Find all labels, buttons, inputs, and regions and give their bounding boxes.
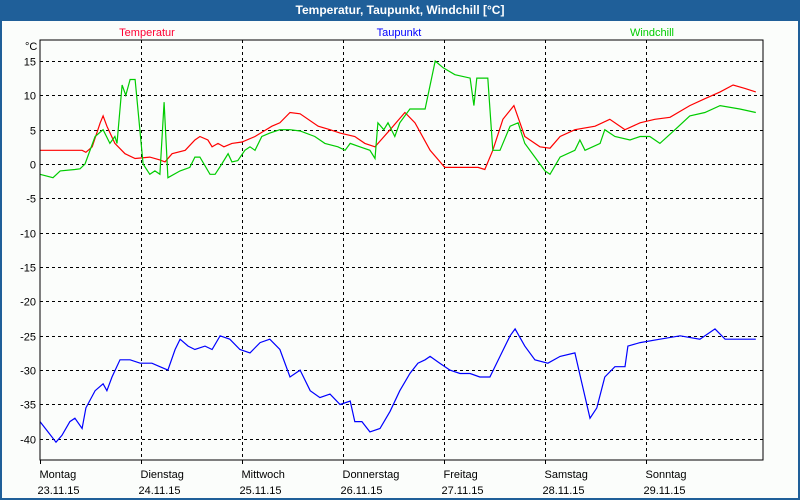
- legend-temperatur: Temperatur: [119, 27, 175, 39]
- legend-windchill: Windchill: [630, 27, 674, 39]
- y-tick-label: -10: [20, 229, 36, 241]
- x-tick-day: Montag: [40, 469, 77, 481]
- y-tick-label: 10: [24, 91, 36, 103]
- chart-panel: [2, 21, 798, 498]
- legend-taupunkt: Taupunkt: [377, 27, 422, 39]
- x-tick-date: 24.11.15: [139, 485, 181, 497]
- x-tick-date: 25.11.15: [240, 485, 282, 497]
- y-tick-label: -40: [20, 435, 36, 447]
- x-tick-date: 23.11.15: [38, 485, 80, 497]
- y-tick-label: -25: [20, 332, 36, 344]
- x-tick-day: Samstag: [545, 469, 588, 481]
- y-axis-unit: °C: [25, 41, 37, 53]
- x-tick-date: 27.11.15: [442, 485, 484, 497]
- grid: [40, 40, 763, 464]
- x-tick-date: 29.11.15: [644, 485, 686, 497]
- series-line-temperatur: [40, 84, 756, 171]
- x-tick-day: Freitag: [444, 469, 478, 481]
- series-lines: [39, 59, 756, 444]
- y-tick-label: -15: [20, 263, 36, 275]
- y-tick-label: 15: [24, 57, 36, 69]
- y-tick-label: 0: [30, 160, 36, 172]
- window-title: Temperatur, Taupunkt, Windchill [°C]: [295, 3, 505, 17]
- y-tick-label: -30: [20, 366, 36, 378]
- x-tick-date: 28.11.15: [543, 485, 585, 497]
- x-tick-day: Sonntag: [646, 469, 687, 481]
- x-tick-day: Donnerstag: [343, 469, 400, 481]
- y-tick-label: -35: [20, 400, 36, 412]
- x-tick-day: Mittwoch: [242, 469, 285, 481]
- y-tick-label: -20: [20, 297, 36, 309]
- series-line-windchill: [39, 59, 756, 179]
- plot-frame: [39, 39, 764, 461]
- x-tick-date: 26.11.15: [341, 485, 383, 497]
- y-tick-label: 5: [30, 126, 36, 138]
- x-tick-day: Dienstag: [141, 469, 184, 481]
- y-tick-label: -5: [26, 194, 36, 206]
- axis-labels: 15 10 5 0 -5 -10 -15 -20 -25 -30 -35 -40 Montag 23.11…: [20, 57, 686, 498]
- series-line-taupunkt: [39, 327, 756, 444]
